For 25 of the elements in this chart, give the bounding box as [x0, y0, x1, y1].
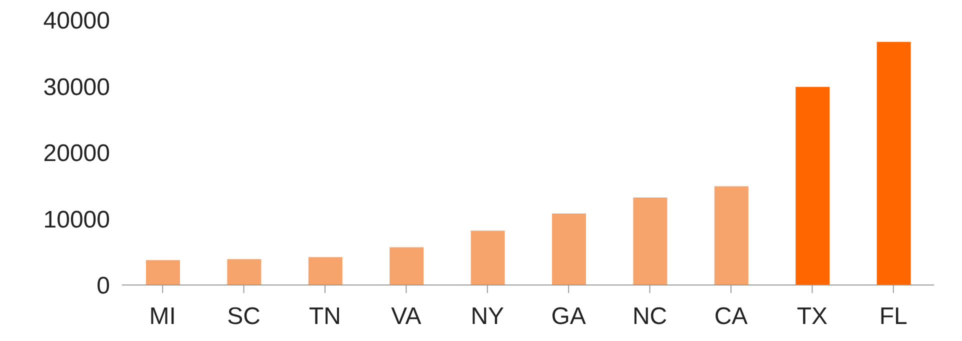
bar	[714, 186, 748, 285]
bar	[146, 260, 180, 285]
bar	[633, 198, 668, 285]
x-tick-label: NY	[470, 303, 504, 330]
bar	[470, 230, 505, 285]
bar	[796, 86, 830, 285]
y-tick-label: 40000	[43, 8, 110, 35]
bar	[876, 42, 911, 285]
x-tick-label: NC	[632, 303, 668, 330]
y-tick-label: 10000	[43, 206, 110, 234]
bar	[552, 213, 586, 285]
x-tick-label: VA	[391, 303, 422, 330]
x-tick-label: SC	[227, 303, 260, 330]
bar	[390, 247, 424, 285]
x-tick-label: CA	[714, 303, 748, 330]
x-tick-label: TN	[309, 303, 341, 330]
y-tick-label: 30000	[43, 74, 110, 101]
y-tick-label: 0	[96, 272, 110, 300]
bar	[227, 259, 262, 285]
x-tick-label: FL	[879, 303, 908, 330]
x-tick-label: GA	[551, 303, 586, 330]
x-tick-label: MI	[149, 303, 176, 330]
bar	[308, 257, 342, 285]
x-tick-label: TX	[796, 303, 828, 330]
y-tick-label: 20000	[43, 140, 110, 168]
